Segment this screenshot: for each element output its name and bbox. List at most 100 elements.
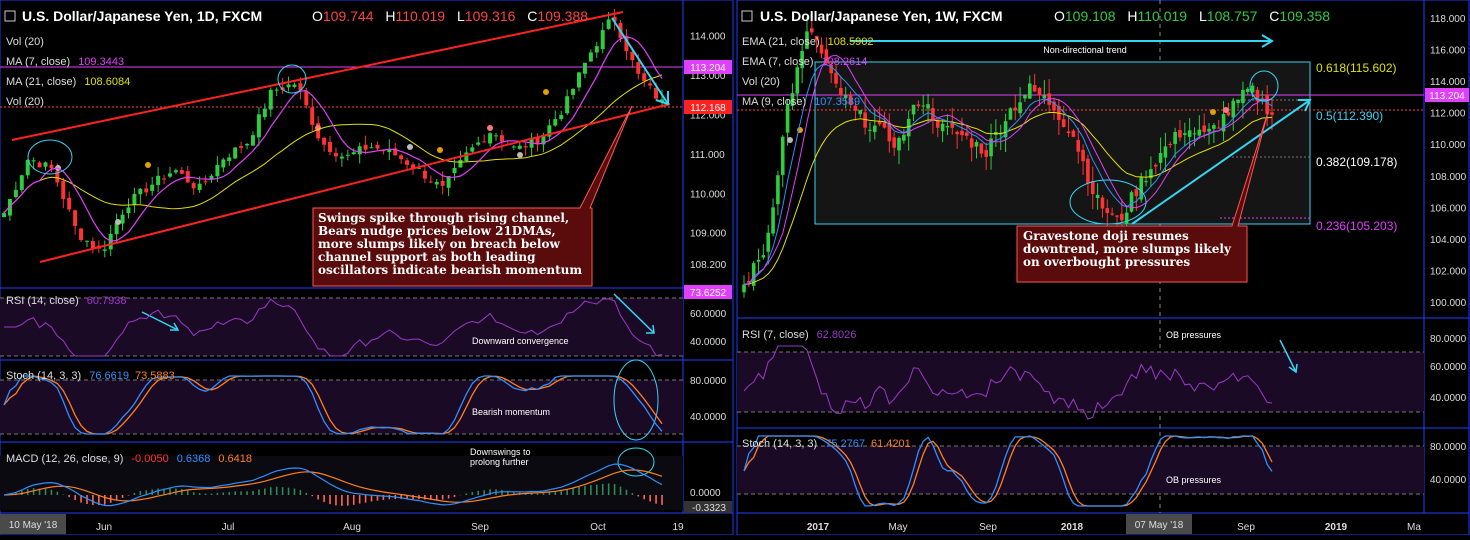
left-candle: [245, 142, 250, 150]
right-price-tick: 100.000: [1430, 298, 1467, 309]
right-candle: [795, 64, 800, 102]
left-candle: [179, 166, 184, 175]
left-candle: [43, 161, 48, 171]
right-collapse-icon[interactable]: [741, 10, 753, 22]
right-annotation-box: [1016, 111, 1269, 283]
right-candles: [742, 12, 1274, 298]
right-candle: [906, 110, 911, 151]
left-candle: [422, 165, 427, 184]
left-candle: [565, 89, 570, 116]
left-candle: [582, 62, 587, 79]
left-candle: [517, 142, 522, 150]
left-stoch-tick-80: 80.0000: [690, 376, 727, 387]
right-candle: [1144, 170, 1148, 187]
right-candle: [810, 12, 814, 36]
right-price-tag-text: 113.204: [1429, 91, 1465, 102]
left-price-tick: 110.000: [690, 189, 726, 200]
right-candle: [776, 170, 780, 216]
left-candle: [49, 160, 54, 173]
swing-circle-2: [277, 64, 307, 94]
right-candle: [848, 91, 853, 109]
right-candle: [902, 129, 906, 144]
left-candle: [482, 134, 487, 143]
right-stoch-note: OB pressures: [1166, 475, 1222, 485]
right-candle: [955, 130, 959, 149]
right-candle: [950, 107, 955, 135]
right-candle: [742, 275, 746, 298]
left-candle: [571, 88, 576, 100]
rsi-arrow: [141, 293, 655, 334]
left-signal-dot: [543, 89, 549, 95]
left-time-sep: Sep: [471, 522, 489, 533]
left-candle: [333, 147, 338, 162]
left-time-oct: Oct: [590, 522, 606, 533]
left-candle: [588, 49, 593, 62]
left-candle: [612, 8, 617, 31]
fib-382: 0.382(109.178): [1316, 155, 1397, 169]
swing-circle-1: [27, 139, 73, 175]
right-candle: [1110, 207, 1114, 216]
right-candle: [1149, 156, 1153, 188]
left-candle: [523, 143, 528, 156]
right-candle: [979, 143, 984, 158]
left-candles: [2, 8, 664, 258]
left-price-tag-lower-text: 112.168: [690, 103, 726, 114]
left-price-tick: 114.000: [690, 32, 726, 43]
left-signal-dot: [437, 147, 443, 153]
right-candle: [1076, 127, 1081, 164]
left-signal-dot: [115, 219, 121, 225]
left-candle: [239, 141, 244, 154]
right-candle: [868, 122, 872, 143]
right-candle: [1129, 190, 1134, 213]
right-candle: [839, 75, 843, 104]
right-price-tick: 116.000: [1430, 46, 1466, 57]
right-candle: [829, 60, 833, 84]
right-candle: [863, 97, 867, 135]
left-signal-dot: [145, 162, 151, 168]
left-candle: [648, 78, 653, 90]
right-candle: [819, 37, 824, 59]
left-candle: [577, 71, 582, 92]
left-candle: [375, 141, 380, 152]
left-rsi-note: Downward convergence: [472, 336, 569, 346]
left-candle: [167, 166, 172, 179]
right-ohlc: O109.108 H110.019 L108.757 C109.358: [1054, 8, 1330, 24]
right-stoch-label: Stoch (14, 3, 3) 75.2767 61.4201: [742, 438, 911, 450]
left-candle: [464, 146, 469, 162]
left-candle: [660, 89, 664, 108]
left-candle: [499, 129, 504, 151]
left-candle: [476, 136, 481, 147]
channel-lower-line: [39, 103, 671, 263]
left-candle: [144, 182, 149, 197]
left-candle: [191, 181, 196, 195]
stoch-circle: [613, 359, 659, 441]
right-candle: [887, 113, 892, 153]
right-candle: [805, 16, 809, 50]
right-stoch-tick-40: 40.0000: [1430, 475, 1467, 486]
left-collapse-icon[interactable]: [4, 10, 16, 22]
right-rsi-tick-60: 60.0000: [1430, 362, 1467, 373]
right-candle: [1173, 127, 1177, 158]
right-candle: [785, 98, 790, 146]
left-price-tag-upper-text: 113.204: [690, 63, 726, 74]
right-candle: [1134, 185, 1139, 211]
right-candle: [1197, 115, 1202, 139]
left-price-tag-lower: [684, 100, 732, 114]
right-candle: [800, 43, 804, 84]
right-candle: [853, 101, 858, 121]
right-candle: [1231, 98, 1236, 131]
uptrend-arrow: [1131, 99, 1312, 225]
left-candle: [221, 157, 226, 173]
left-rsi-tick-40: 40.0000: [690, 337, 727, 348]
left-price-tick: 112.000: [690, 111, 726, 122]
left-candle: [79, 227, 84, 242]
left-candle: [215, 156, 220, 182]
left-vol-label: Vol (20): [6, 96, 44, 108]
right-price-tick: 114.000: [1430, 77, 1466, 88]
right-price-axis: 118.000 116.000 114.000 112.000 110.000 108.0…: [1430, 14, 1467, 309]
left-candle: [511, 145, 516, 150]
right-time-may: May: [889, 522, 908, 533]
left-stoch-tick-40: 40.0000: [690, 412, 727, 423]
left-macd-line: [3, 463, 663, 507]
right-time-sep2: Sep: [1237, 522, 1255, 533]
